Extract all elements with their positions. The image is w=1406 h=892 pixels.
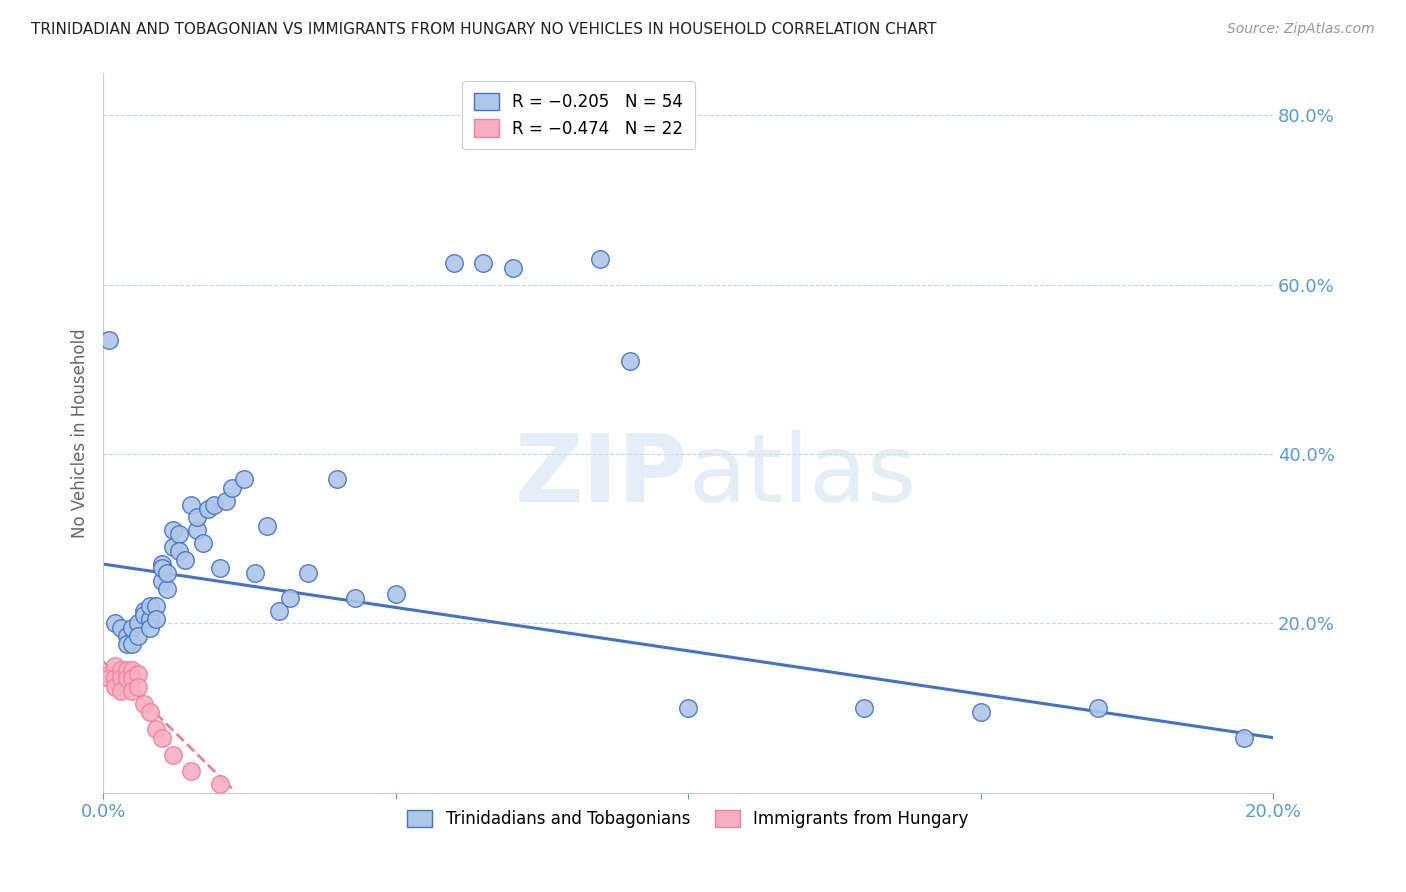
- Point: [121, 663, 143, 677]
- Text: TRINIDADIAN AND TOBAGONIAN VS IMMIGRANTS FROM HUNGARY NO VEHICLES IN HOUSEHOLD C: TRINIDADIAN AND TOBAGONIAN VS IMMIGRANTS…: [31, 22, 936, 37]
- Point: [162, 540, 184, 554]
- Point: [202, 498, 225, 512]
- Point: [104, 616, 127, 631]
- Text: ZIP: ZIP: [515, 430, 688, 522]
- Point: [472, 256, 495, 270]
- Point: [384, 587, 406, 601]
- Point: [180, 498, 202, 512]
- Point: [150, 561, 173, 575]
- Text: atlas: atlas: [688, 430, 917, 522]
- Point: [676, 701, 699, 715]
- Point: [150, 574, 173, 588]
- Point: [1087, 701, 1109, 715]
- Point: [278, 591, 301, 605]
- Text: Source: ZipAtlas.com: Source: ZipAtlas.com: [1227, 22, 1375, 37]
- Point: [127, 616, 149, 631]
- Point: [326, 472, 349, 486]
- Point: [209, 561, 232, 575]
- Point: [104, 680, 127, 694]
- Point: [245, 566, 267, 580]
- Point: [267, 604, 290, 618]
- Point: [121, 638, 143, 652]
- Point: [232, 472, 254, 486]
- Point: [619, 354, 641, 368]
- Point: [139, 621, 162, 635]
- Point: [121, 621, 143, 635]
- Point: [139, 599, 162, 614]
- Point: [215, 493, 238, 508]
- Point: [150, 557, 173, 571]
- Point: [1233, 731, 1256, 745]
- Point: [162, 747, 184, 762]
- Point: [186, 523, 208, 537]
- Point: [121, 684, 143, 698]
- Point: [221, 481, 243, 495]
- Point: [167, 544, 190, 558]
- Point: [127, 680, 149, 694]
- Point: [156, 566, 179, 580]
- Point: [589, 252, 612, 267]
- Point: [167, 527, 190, 541]
- Point: [145, 612, 167, 626]
- Point: [127, 629, 149, 643]
- Point: [121, 671, 143, 685]
- Point: [104, 671, 127, 685]
- Point: [209, 777, 232, 791]
- Point: [256, 519, 278, 533]
- Point: [191, 536, 214, 550]
- Point: [139, 705, 162, 719]
- Point: [145, 599, 167, 614]
- Point: [110, 663, 132, 677]
- Point: [115, 638, 138, 652]
- Point: [174, 553, 197, 567]
- Point: [132, 697, 155, 711]
- Point: [145, 722, 167, 736]
- Legend: Trinidadians and Tobagonians, Immigrants from Hungary: Trinidadians and Tobagonians, Immigrants…: [401, 803, 976, 835]
- Point: [110, 684, 132, 698]
- Point: [156, 582, 179, 597]
- Point: [150, 731, 173, 745]
- Point: [104, 658, 127, 673]
- Point: [110, 621, 132, 635]
- Point: [852, 701, 875, 715]
- Point: [443, 256, 465, 270]
- Point: [180, 764, 202, 779]
- Point: [197, 502, 219, 516]
- Point: [297, 566, 319, 580]
- Point: [115, 671, 138, 685]
- Point: [162, 523, 184, 537]
- Point: [98, 671, 121, 685]
- Point: [969, 705, 991, 719]
- Point: [186, 510, 208, 524]
- Point: [98, 333, 121, 347]
- Point: [132, 607, 155, 622]
- Point: [98, 667, 121, 681]
- Point: [343, 591, 366, 605]
- Point: [139, 612, 162, 626]
- Point: [127, 667, 149, 681]
- Point: [115, 663, 138, 677]
- Point: [132, 604, 155, 618]
- Y-axis label: No Vehicles in Household: No Vehicles in Household: [72, 328, 89, 538]
- Point: [115, 629, 138, 643]
- Point: [110, 671, 132, 685]
- Point: [502, 260, 524, 275]
